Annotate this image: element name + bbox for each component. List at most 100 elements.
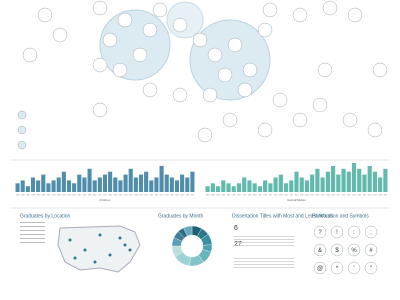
bar: [87, 168, 92, 192]
x-tick-label: 2016: [368, 194, 372, 196]
x-tick-label: 2001: [98, 194, 102, 196]
node: [172, 87, 188, 103]
bar: [336, 174, 341, 192]
bar: [77, 174, 82, 192]
symbol: ?: [318, 230, 322, 236]
node: [92, 0, 108, 16]
x-tick-label: 2018: [186, 194, 190, 196]
bar: [357, 168, 362, 192]
bar: [341, 168, 346, 192]
x-tick-label: 1989: [36, 194, 40, 196]
x-tick-label: 2014: [165, 194, 169, 196]
symbol-circle: [313, 243, 327, 257]
x-tick-label: 2013: [160, 194, 164, 196]
x-tick-label: 2007: [129, 194, 133, 196]
month-title: Graduates by Month: [158, 213, 204, 219]
x-axis-label: Grandchildren: [287, 198, 306, 202]
bar: [190, 171, 195, 192]
node: [257, 22, 273, 38]
x-tick-label: 2006: [124, 194, 128, 196]
text-line: [234, 267, 294, 268]
symbol: $: [335, 248, 339, 254]
node: [227, 37, 243, 53]
node: [142, 22, 158, 38]
bar: [15, 183, 20, 192]
titles-title: Dissertation Titles with Most and Least …: [232, 213, 334, 219]
node: [222, 112, 238, 128]
text-line: [234, 236, 294, 237]
x-tick-label: 2005: [119, 194, 123, 196]
word-count: 6: [234, 225, 238, 232]
bar: [66, 180, 72, 192]
bar: [231, 186, 236, 192]
symbol: %: [351, 248, 357, 254]
node: [52, 27, 68, 43]
bar: [205, 186, 210, 192]
bar: [351, 163, 357, 192]
legend-line: [20, 226, 45, 227]
x-tick-label: 1994: [62, 194, 66, 196]
symbol-circle: [364, 225, 378, 239]
us-map: [57, 225, 141, 273]
node: [257, 122, 273, 138]
x-tick-label: 2017: [180, 194, 184, 196]
x-tick-label: 2003: [300, 194, 304, 196]
node: [347, 7, 363, 23]
text-line: [234, 261, 294, 262]
x-tick-label: 2010: [144, 194, 148, 196]
bar: [268, 183, 273, 192]
node: [312, 97, 328, 113]
text-line: [234, 264, 294, 265]
node: [242, 62, 258, 78]
x-tick-label: 1995: [258, 194, 262, 196]
x-tick-label: 2000: [284, 194, 288, 196]
node: [112, 62, 128, 78]
map-dot: [83, 248, 87, 252]
x-tick-label: 2019: [384, 194, 388, 196]
cluster: [189, 19, 271, 101]
bar: [164, 174, 169, 192]
node: [202, 87, 218, 103]
node: [292, 112, 308, 128]
x-tick-label: 1997: [78, 194, 82, 196]
x-tick-label: 1993: [57, 194, 61, 196]
node: [272, 92, 288, 108]
bar: [283, 183, 289, 192]
x-tick-label: 2012: [347, 194, 351, 196]
x-tick-label: 2015: [170, 194, 174, 196]
symbol-circle: [330, 261, 344, 275]
map-dot: [118, 236, 122, 240]
bar: [97, 177, 102, 192]
legend-line: [20, 234, 45, 235]
punctuation-title: Punctuation and Symbols: [312, 213, 369, 219]
bar: [56, 177, 61, 192]
x-tick-label: 2002: [103, 194, 107, 196]
map-dot: [128, 248, 132, 252]
bar: [215, 186, 221, 192]
bar: [278, 174, 283, 192]
bar: [36, 180, 41, 192]
x-tick-label: 1990: [232, 194, 236, 196]
x-tick-label: 1995: [67, 194, 71, 196]
bar: [102, 174, 108, 192]
node: [132, 47, 148, 63]
symbol: ": [370, 266, 372, 272]
bar: [30, 177, 36, 192]
node: [317, 62, 333, 78]
legend-symbol: [17, 110, 27, 120]
symbol-circle: [330, 243, 344, 257]
bar: [383, 168, 388, 192]
bar: [128, 168, 133, 192]
bar: [210, 183, 215, 192]
node: [152, 2, 168, 18]
node: [207, 47, 223, 63]
bar: [51, 180, 56, 192]
x-tick-label: 2006: [316, 194, 320, 196]
bar: [242, 177, 247, 192]
legend-line: [20, 238, 45, 239]
x-tick-label: 1987: [216, 194, 220, 196]
map-dot: [98, 233, 102, 237]
x-tick-label: 1994: [253, 194, 257, 196]
bar: [304, 180, 310, 192]
bar: [320, 177, 325, 192]
